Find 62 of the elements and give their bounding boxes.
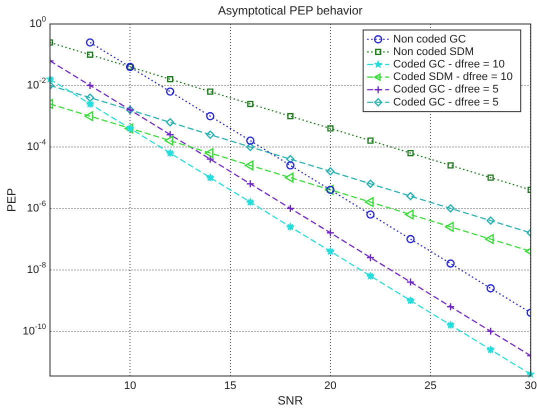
point — [327, 125, 334, 132]
point — [484, 234, 494, 244]
point — [166, 118, 174, 126]
point — [206, 154, 214, 164]
point — [247, 100, 254, 108]
legend-label: Coded GC - dfree = 5 — [393, 96, 499, 108]
point — [406, 278, 415, 286]
point — [246, 142, 254, 152]
point — [486, 327, 495, 336]
point — [287, 113, 294, 120]
point — [207, 88, 214, 95]
point — [444, 222, 454, 232]
x-tick-label: 20 — [324, 380, 337, 392]
point — [407, 150, 414, 156]
x-tick-label: 15 — [224, 380, 236, 392]
x-tick-label: 10 — [124, 380, 136, 392]
point — [246, 136, 254, 145]
x-axis-title: SNR — [278, 393, 304, 408]
point — [406, 192, 415, 200]
point — [86, 52, 94, 58]
point — [204, 148, 214, 158]
point — [86, 81, 94, 90]
legend-label: Coded GC - dfree = 5 — [393, 84, 499, 96]
point — [446, 204, 455, 213]
point — [86, 38, 94, 47]
point — [404, 210, 414, 220]
point — [284, 172, 294, 183]
point — [364, 197, 374, 208]
point — [166, 130, 174, 139]
point — [367, 138, 374, 144]
point — [326, 228, 335, 237]
point — [447, 162, 454, 169]
point — [286, 161, 294, 170]
point — [286, 154, 294, 164]
point — [488, 174, 494, 181]
point — [446, 259, 455, 268]
legend-label: Coded SDM - dfree = 10 — [393, 71, 513, 84]
point — [406, 234, 415, 244]
legend-label: Non coded SDM — [393, 46, 474, 58]
point — [446, 302, 455, 311]
point — [366, 253, 375, 262]
y-axis-title: PEP — [4, 188, 18, 212]
chart-title: Asymptotical PEP behavior — [218, 3, 363, 18]
point — [286, 204, 294, 213]
point — [167, 76, 174, 82]
legend-label: Coded GC - dfree = 10 — [393, 58, 505, 71]
point — [166, 87, 174, 96]
point — [366, 180, 375, 188]
point — [366, 210, 375, 219]
point — [206, 130, 214, 139]
point — [486, 216, 495, 225]
point — [84, 111, 94, 122]
point — [326, 167, 335, 176]
point — [486, 284, 495, 292]
x-tick-label: 30 — [524, 380, 537, 392]
x-tick-label: 25 — [424, 380, 437, 392]
point — [244, 160, 254, 170]
point — [246, 180, 254, 188]
legend-label: Non coded GC — [393, 33, 466, 46]
point — [86, 94, 94, 102]
point — [206, 112, 214, 120]
point — [164, 136, 174, 146]
